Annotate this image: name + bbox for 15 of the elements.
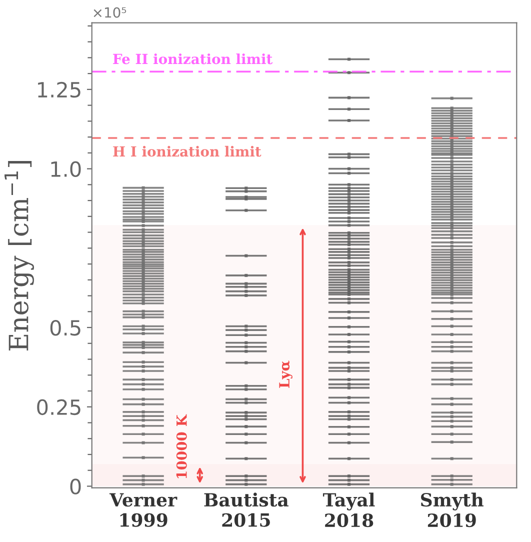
y-tick-label: 1.0: [51, 161, 81, 177]
text: ×10⁵: [94, 7, 126, 18]
band-label: 10000 K: [176, 414, 187, 478]
x-tick-label: Bautista 2015: [204, 492, 288, 527]
band-label: Lyα: [279, 360, 292, 388]
y-tick-label: 0.25: [37, 399, 80, 416]
x-tick-label: Smyth 2019: [421, 492, 484, 528]
y-tick-label: 0: [70, 478, 81, 494]
ref-line-label: Fe II ionization limit: [113, 53, 273, 64]
y-tick-label: 0.5: [50, 320, 80, 336]
x-tick-label: Verner 1999: [109, 493, 178, 527]
ref-line-label: H I ionization limit: [113, 146, 262, 157]
y-tick-label: 1.25: [38, 82, 80, 98]
y-axis-title: Energy [cm$^{−1}$]: [4, 160, 34, 351]
x-tick-label: Tayal 2018: [322, 492, 375, 528]
